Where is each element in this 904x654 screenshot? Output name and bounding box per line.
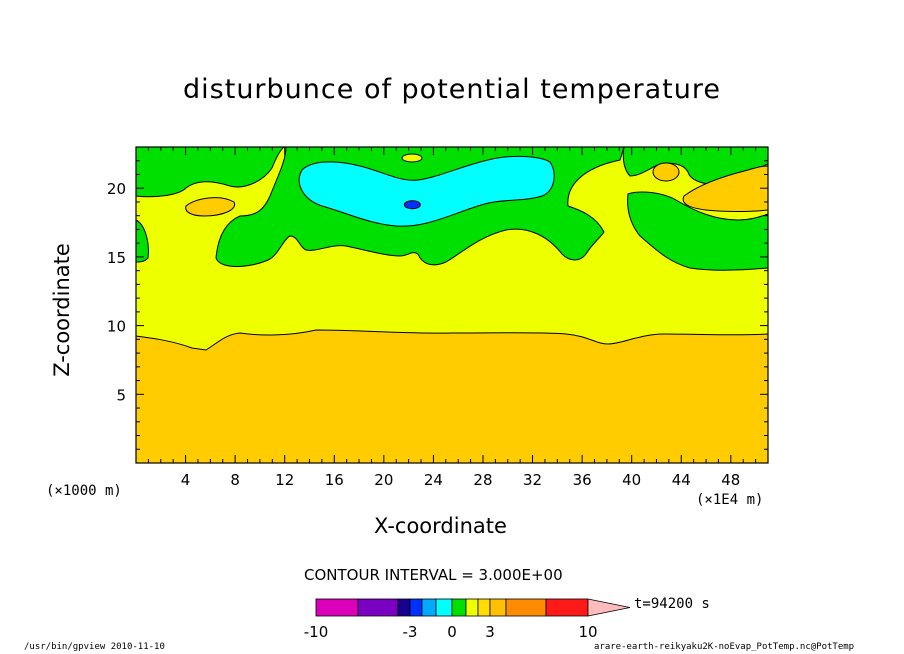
x-tick-label: 4: [181, 471, 191, 489]
x-axis-label: X-coordinate: [374, 514, 507, 538]
footer-right-info: arare-earth-reikyaku2K-noEvap_PotTemp.nc…: [594, 642, 855, 652]
region-core-negative: [298, 155, 555, 227]
colorbar-swatch: [421, 598, 437, 617]
colorbar-swatch: [397, 598, 411, 617]
colorbar-swatch: [451, 598, 467, 617]
x-axis-unit-right: (×1E4 m): [696, 492, 764, 508]
y-tick-label: 20: [107, 180, 126, 198]
colorbar-label: 3: [485, 623, 495, 641]
x-tick-label: 40: [622, 471, 641, 489]
y-axis-label: Z-coordinate: [50, 243, 74, 377]
colorbar-swatch: [505, 598, 547, 617]
x-tick-label: 44: [672, 471, 691, 489]
colorbar-label: -3: [403, 623, 418, 641]
x-tick-label: 24: [424, 471, 443, 489]
x-axis-unit-left: (×1000 m): [46, 483, 122, 499]
colorbar-arrow: [587, 598, 631, 617]
region-upper-negative: [135, 219, 149, 263]
colorbar-label: -10: [304, 623, 329, 641]
x-tick-label: 12: [275, 471, 294, 489]
x-tick-label: 36: [573, 471, 592, 489]
y-tick-label: 10: [107, 318, 126, 336]
colorbar-swatch: [409, 598, 423, 617]
x-tick-label: 28: [473, 471, 492, 489]
colorbar-swatch: [315, 598, 359, 617]
contour-interval-label: CONTOUR INTERVAL = 3.000E+00: [304, 566, 563, 584]
region-lower-layer: [135, 329, 769, 464]
colorbar-swatch: [357, 598, 399, 617]
x-tick-label: 8: [230, 471, 240, 489]
colorbar-label: 10: [578, 623, 597, 641]
x-tick-label: 16: [325, 471, 344, 489]
colorbar-swatch: [489, 598, 507, 617]
x-tick-label: 48: [721, 471, 740, 489]
plot-frame: [135, 146, 769, 464]
contour-fill-layer: [135, 146, 769, 464]
x-tick-label: 32: [523, 471, 542, 489]
colorbar-label: 0: [447, 623, 457, 641]
colorbar-swatch: [465, 598, 479, 617]
region-ambient-island: [401, 153, 423, 163]
y-tick-label: 5: [116, 386, 126, 404]
colorbar: -10 -3 0 3 10: [304, 598, 631, 641]
time-label: t=94200 s: [634, 596, 710, 612]
footer-left-info: /usr/bin/gpview 2010-11-10: [24, 642, 165, 652]
region-minimum: [403, 200, 421, 210]
x-tick-label: 20: [374, 471, 393, 489]
region-warm-patch: [652, 162, 680, 182]
colorbar-swatch: [545, 598, 589, 617]
chart-title: disturbunce of potential temperature: [183, 74, 721, 105]
colorbar-swatch: [477, 598, 491, 617]
colorbar-swatch: [435, 598, 453, 617]
y-tick-label: 15: [107, 249, 126, 267]
region-warm-patch: [185, 197, 236, 217]
